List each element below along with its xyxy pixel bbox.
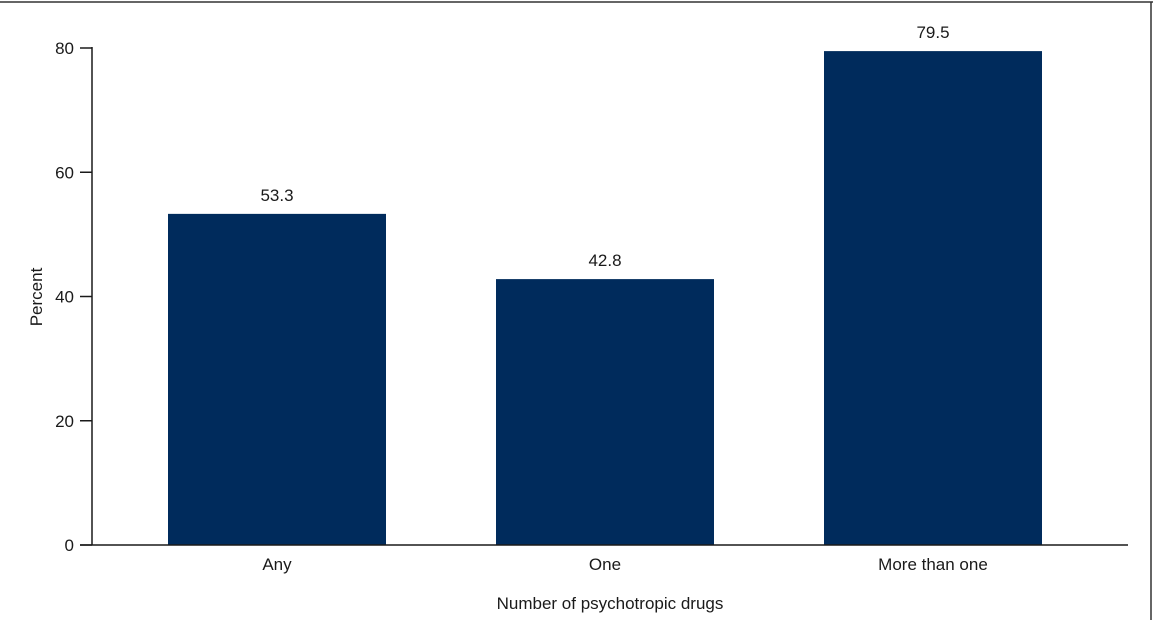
x-category-label: Any bbox=[262, 555, 292, 574]
bar-more-than-one bbox=[824, 51, 1042, 545]
bar-one bbox=[496, 279, 714, 545]
x-axis-title: Number of psychotropic drugs bbox=[497, 594, 724, 613]
bar-value-label: 42.8 bbox=[588, 251, 621, 270]
y-tick-label: 40 bbox=[55, 288, 74, 307]
axes-group bbox=[80, 47, 1128, 546]
bar-any bbox=[168, 213, 386, 545]
bar-value-label: 53.3 bbox=[260, 186, 293, 205]
y-tick-label: 60 bbox=[55, 163, 74, 182]
y-tick-label: 80 bbox=[55, 39, 74, 58]
y-tick-label: 20 bbox=[55, 412, 74, 431]
bar-value-label: 79.5 bbox=[916, 23, 949, 42]
y-axis-title: Percent bbox=[27, 267, 46, 326]
labels-group: 0 20 40 60 80 Any One More than one 53.3 42.8 79.5 bbox=[55, 23, 988, 574]
x-category-label: One bbox=[589, 555, 621, 574]
y-tick-label: 0 bbox=[65, 536, 74, 555]
bars-group bbox=[168, 51, 1042, 545]
x-category-label: More than one bbox=[878, 555, 988, 574]
